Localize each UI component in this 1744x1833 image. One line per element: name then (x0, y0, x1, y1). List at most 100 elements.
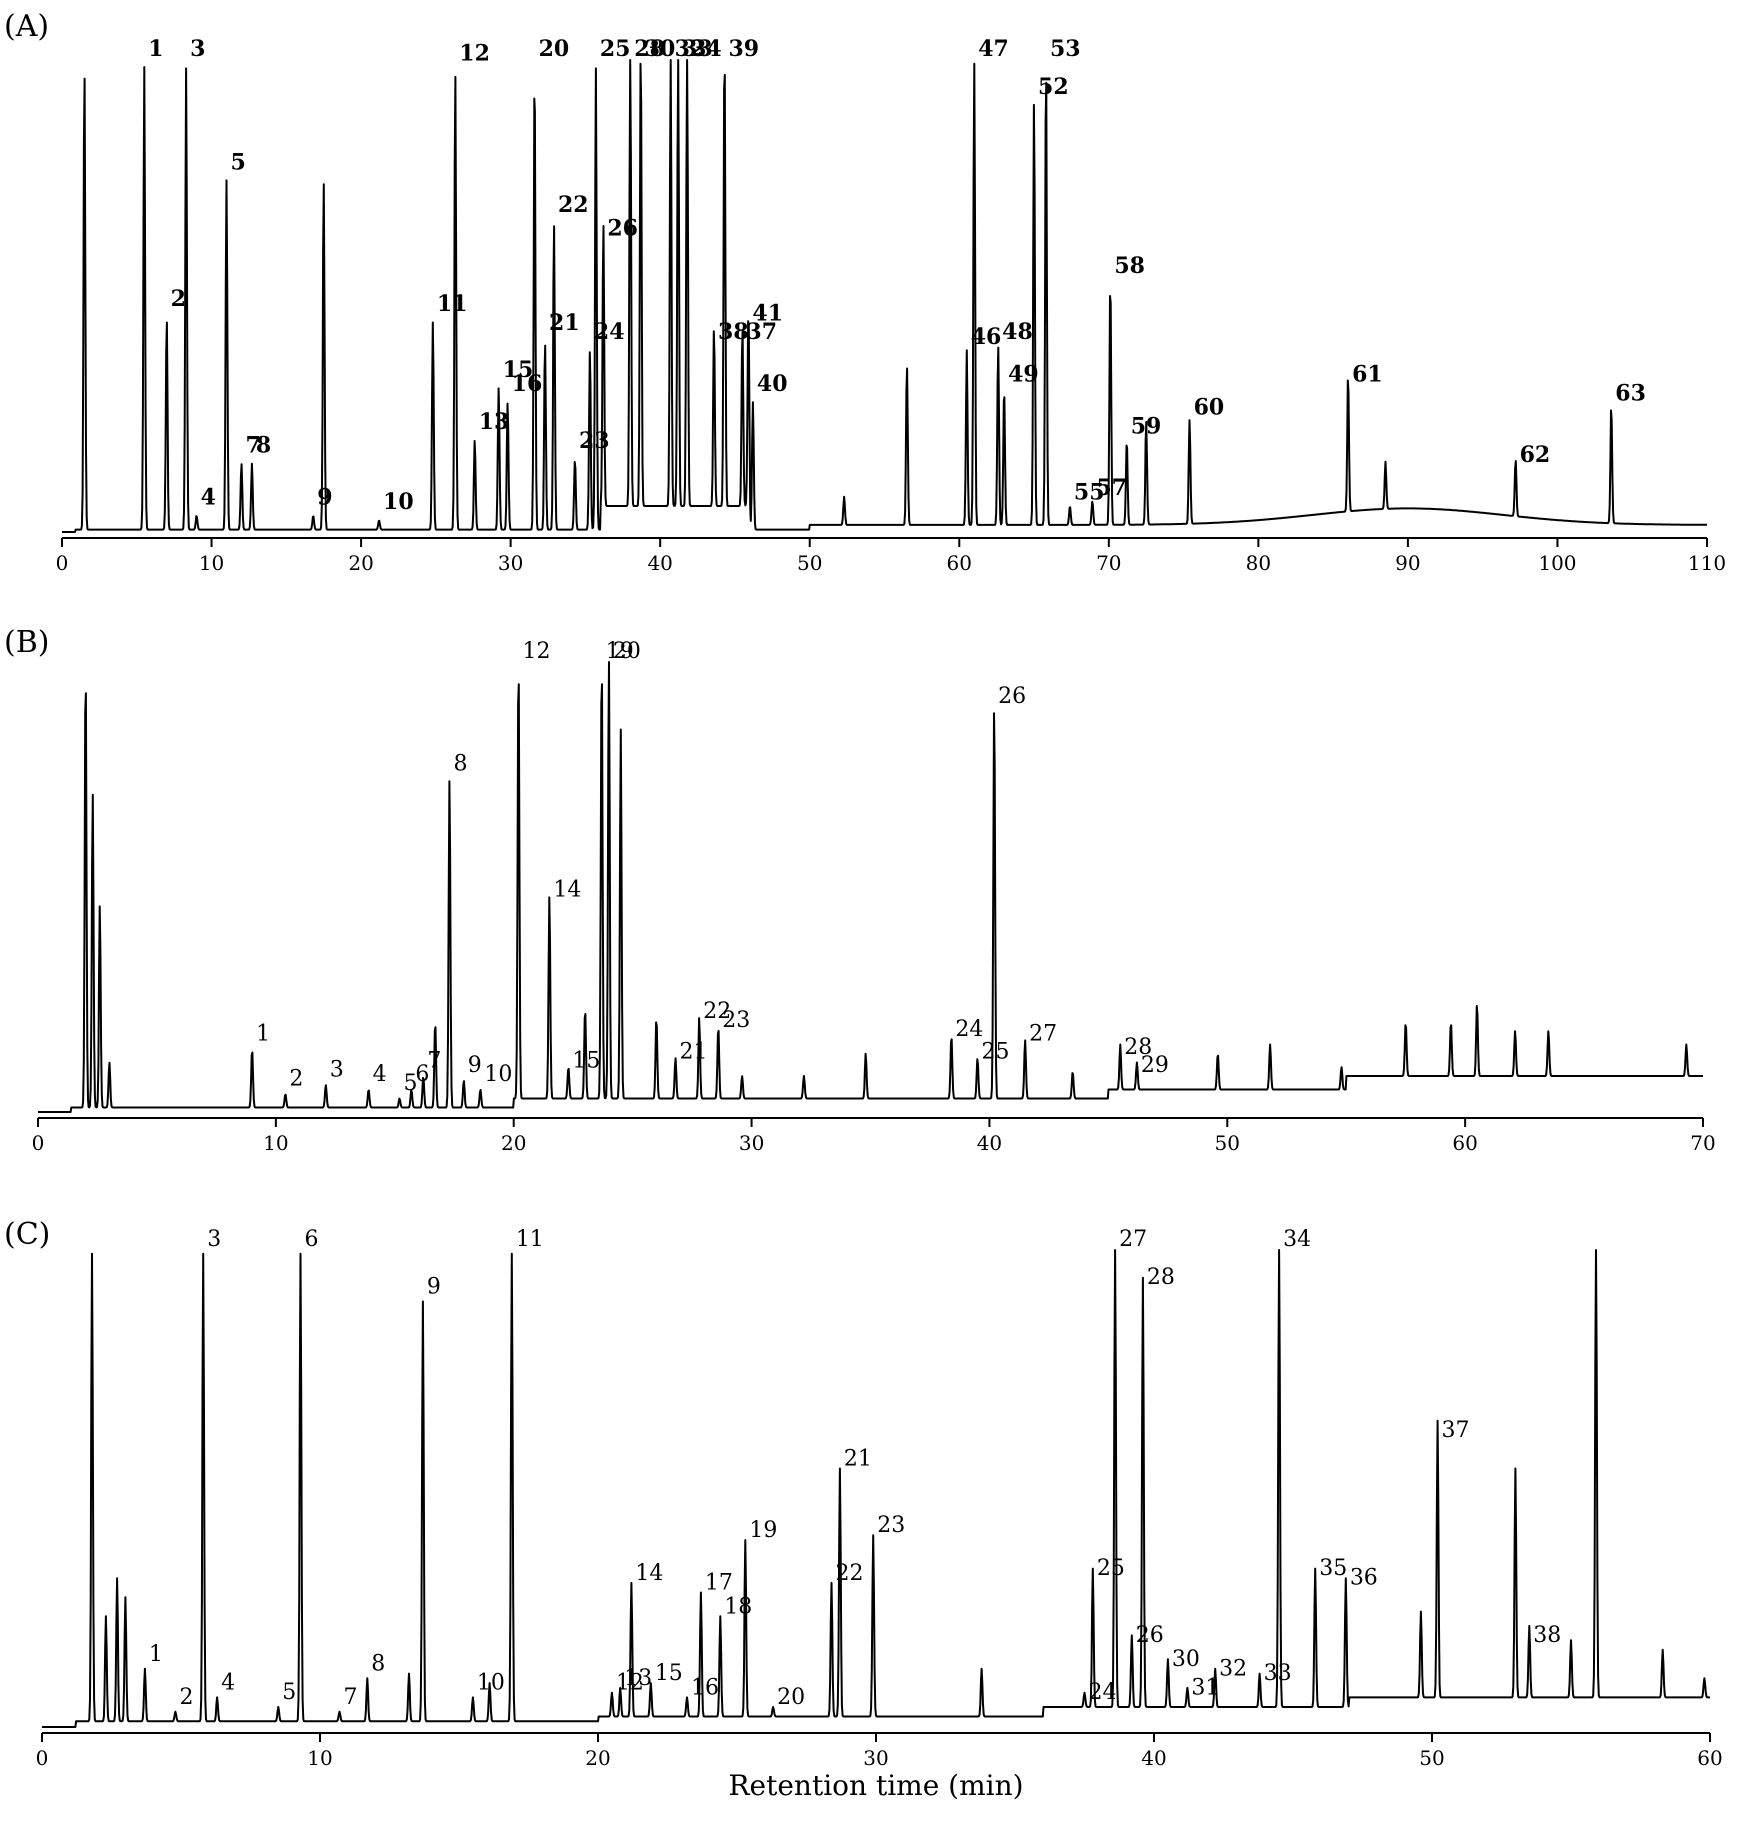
peak-label: 61 (1352, 362, 1383, 388)
peak-label: 47 (978, 36, 1009, 62)
x-tick-label: 0 (32, 1131, 45, 1155)
x-tick-label: 10 (307, 1746, 332, 1770)
peak-label: 23 (579, 428, 610, 454)
peak-label: 25 (600, 36, 631, 62)
peak-label: 4 (373, 1062, 387, 1087)
peak-label: 20 (777, 1685, 805, 1710)
x-tick-label: 30 (739, 1131, 764, 1155)
peak-label: 33 (1264, 1661, 1292, 1686)
peak-label: 22 (703, 999, 731, 1024)
x-tick-label: 50 (797, 551, 822, 575)
peak-label: 13 (479, 409, 510, 435)
peak-label: 6 (415, 1062, 429, 1087)
peak-label: 22 (836, 1561, 864, 1586)
peak-label: 34 (691, 36, 722, 62)
peak-label: 18 (724, 1594, 752, 1619)
x-tick-label: 80 (1246, 551, 1271, 575)
x-tick-label: 20 (501, 1131, 526, 1155)
peak-label: 23 (722, 1008, 750, 1033)
peak-label: 58 (1114, 253, 1145, 279)
peak-label: 29 (1141, 1053, 1169, 1078)
panel-label: (A) (4, 9, 49, 44)
x-tick-label: 10 (199, 551, 224, 575)
x-tick-label: 50 (1215, 1131, 1240, 1155)
x-tick-label: 90 (1395, 551, 1420, 575)
peak-label: 30 (1172, 1647, 1200, 1672)
x-tick-label: 40 (1141, 1746, 1166, 1770)
peak-label: 14 (553, 878, 581, 903)
peak-label: 41 (752, 300, 783, 326)
peak-label: 4 (221, 1671, 235, 1696)
peak-label: 39 (728, 36, 759, 62)
peak-label: 9 (427, 1275, 441, 1300)
x-tick-label: 60 (1452, 1131, 1477, 1155)
peak-label: 34 (1283, 1227, 1311, 1252)
peak-label: 55 (1074, 480, 1105, 506)
peak-label: 60 (1194, 395, 1225, 421)
peak-label: 40 (757, 371, 788, 397)
peak-label: 37 (746, 319, 777, 345)
peak-label: 12 (459, 41, 490, 67)
peak-label: 14 (635, 1561, 663, 1586)
peak-label: 1 (148, 36, 163, 62)
peak-label: 8 (371, 1652, 385, 1677)
peak-label: 25 (982, 1040, 1010, 1065)
x-tick-label: 110 (1688, 551, 1726, 575)
peak-label: 5 (404, 1071, 418, 1096)
peak-label: 25 (1097, 1556, 1125, 1581)
peak-label: 52 (1038, 74, 1069, 100)
peak-label: 24 (1089, 1680, 1117, 1705)
peak-label: 20 (539, 36, 570, 62)
peak-label: 57 (1096, 475, 1127, 501)
peak-label: 2 (171, 286, 186, 312)
x-tick-label: 100 (1538, 551, 1576, 575)
x-tick-label: 20 (585, 1746, 610, 1770)
x-tick-label: 40 (977, 1131, 1002, 1155)
peak-label: 24 (594, 319, 625, 345)
peak-label: 12 (522, 639, 550, 664)
peak-label: 3 (207, 1227, 221, 1252)
x-tick-label: 40 (647, 551, 672, 575)
peak-label: 63 (1615, 381, 1646, 407)
x-tick-label: 0 (56, 551, 69, 575)
peak-label: 2 (179, 1685, 193, 1710)
peak-label: 8 (453, 752, 467, 777)
x-axis-title: Retention time (min) (728, 1769, 1023, 1802)
peak-label: 53 (1050, 36, 1081, 62)
peak-label: 62 (1520, 442, 1551, 468)
peak-label: 9 (317, 484, 332, 510)
x-tick-label: 30 (498, 551, 523, 575)
peak-label: 5 (282, 1680, 296, 1705)
peak-label: 49 (1008, 362, 1039, 388)
peak-label: 1 (256, 1022, 270, 1047)
peak-label: 1 (149, 1642, 163, 1667)
x-tick-label: 70 (1690, 1131, 1715, 1155)
peak-label: 28 (1147, 1265, 1175, 1290)
peak-label: 15 (655, 1661, 683, 1686)
peak-label: 7 (245, 432, 260, 458)
peak-label: 15 (503, 357, 534, 383)
peak-label: 32 (675, 36, 706, 62)
peak-label: 3 (190, 36, 205, 62)
peak-label: 10 (484, 1062, 512, 1087)
panel-label: (B) (4, 625, 49, 660)
peak-label: 2 (289, 1067, 303, 1092)
peak-label: 21 (549, 310, 580, 336)
peak-label: 12 (616, 1671, 644, 1696)
peak-label: 35 (1319, 1556, 1347, 1581)
x-tick-label: 10 (263, 1131, 288, 1155)
peak-label: 48 (1002, 319, 1033, 345)
peak-label: 38 (718, 319, 749, 345)
peak-label: 26 (1136, 1623, 1164, 1648)
peak-label: 37 (1442, 1418, 1470, 1443)
peak-label: 11 (516, 1227, 544, 1252)
peak-label: 32 (1219, 1656, 1247, 1681)
peak-label: 19 (749, 1518, 777, 1543)
peak-label: 28 (1124, 1035, 1152, 1060)
chromatogram-trace (61, 59, 1708, 533)
peak-label: 23 (877, 1513, 905, 1538)
peak-label: 30 (645, 36, 676, 62)
peak-label: 5 (231, 149, 246, 175)
